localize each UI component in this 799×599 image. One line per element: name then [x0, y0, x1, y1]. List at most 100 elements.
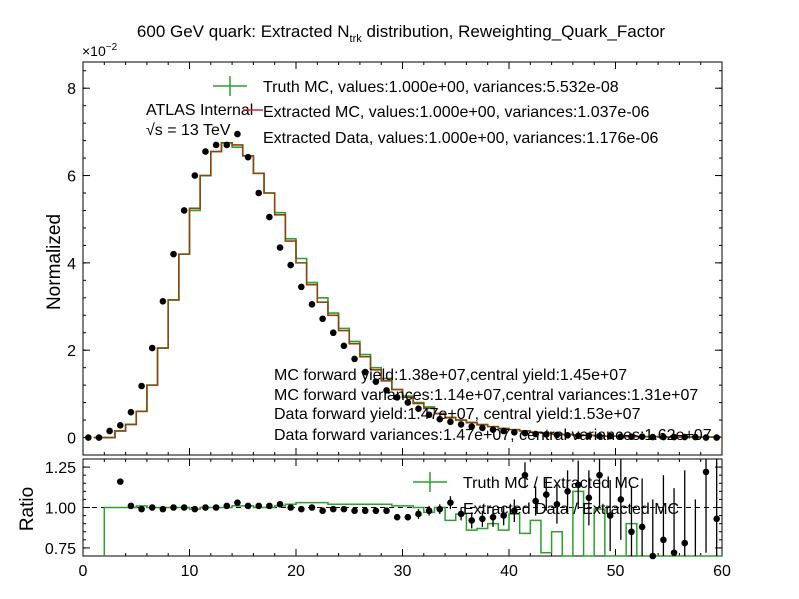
ratio-y-axis-label: Ratio: [17, 487, 38, 531]
yield-annotations: MC forward yield:1.38e+07,central yield:…: [274, 367, 712, 444]
data-point: [542, 431, 550, 438]
data-point: [638, 433, 646, 440]
main-x-axis-ticks: [82, 62, 723, 455]
ratio-data-point: [116, 478, 124, 485]
ratio-data-point: [404, 513, 412, 521]
ratio-data-point: [383, 507, 390, 515]
exponent-power: −2: [106, 42, 118, 53]
ratio-data-point: [340, 505, 348, 513]
ratio-data-point: [660, 536, 667, 544]
main-y-axis-label: Normalized: [44, 214, 65, 310]
ratio-data-point: [287, 504, 294, 511]
annotation-mc-variances: MC forward variances:1.14e+07,central va…: [274, 387, 698, 404]
ratio-data-point: [159, 505, 167, 513]
ratio-data-point: [521, 471, 529, 479]
ratio-data-point: [553, 500, 561, 508]
data-point: [340, 342, 348, 350]
ratio-data-point: [681, 539, 689, 547]
data-point: [617, 433, 625, 440]
data-point: [180, 207, 188, 214]
data-point: [585, 432, 593, 440]
main-legend: Truth MC, values:1.000e+00, variances:5.…: [213, 76, 658, 147]
data-point: [361, 368, 369, 376]
ratio-data-point: [447, 499, 454, 506]
ratio-series-group: [103, 490, 722, 557]
data-point: [628, 433, 635, 440]
data-point: [532, 430, 539, 438]
data-point: [159, 297, 167, 305]
data-point: [404, 399, 412, 406]
ratio-data-point: [127, 502, 135, 510]
ratio-x-tick-label: 0: [79, 563, 88, 580]
ratio-x-tick-label: 40: [500, 563, 518, 580]
data-point: [553, 431, 561, 439]
data-point: [468, 423, 476, 430]
main-plot-panel: 0 2 4 6 8: [67, 61, 723, 456]
ratio-data-point: [479, 515, 486, 523]
main-y-axis: 0 2 4 6 8: [67, 70, 722, 456]
ratio-data-point: [361, 507, 369, 515]
ratio-y-tick-label: 1.00: [45, 501, 76, 518]
ratio-plot-panel: 0.75 1.00 1.25 0 10 20 30 40 50 60: [45, 458, 731, 580]
data-point: [415, 405, 422, 413]
ratio-data-point: [180, 504, 188, 511]
data-point: [212, 141, 220, 149]
data-point: [148, 344, 156, 352]
data-point: [511, 428, 518, 436]
ratio-data-point: [372, 507, 380, 515]
ratio-data-points: [116, 459, 720, 560]
ratio-data-point: [500, 512, 507, 519]
data-point: [447, 418, 454, 426]
ratio-data-point: [298, 505, 305, 513]
ratio-data-point: [148, 504, 156, 511]
energy-label: √s = 13 TeV: [146, 122, 231, 139]
ratio-x-tick-label: 60: [713, 563, 731, 580]
main-series-group: [93, 141, 722, 439]
data-point: [266, 213, 273, 221]
data-point: [127, 408, 135, 416]
ratio-y-tick-label: 0.75: [45, 541, 76, 558]
series-line-extracted-mc: [93, 141, 722, 439]
legend-label-extracted-mc: Extracted MC, values:1.000e+00, variance…: [263, 104, 650, 121]
data-point: [255, 189, 263, 197]
data-point: [436, 415, 444, 423]
data-point: [85, 434, 92, 441]
ratio-y-tick-label: 1.25: [45, 460, 76, 477]
data-point: [244, 153, 252, 161]
data-point: [202, 148, 209, 155]
annotation-mc-yield: MC forward yield:1.38e+07,central yield:…: [274, 367, 627, 384]
ratio-data-point: [702, 468, 710, 476]
ratio-data-point: [170, 504, 177, 511]
ratio-data-point: [606, 512, 614, 519]
ratio-data-point: [415, 510, 422, 518]
ratio-legend-label-data: Extracted Data / Extracted MC: [463, 501, 679, 518]
ratio-data-point: [138, 505, 145, 513]
main-data-points: [85, 130, 720, 441]
ratio-data-point: [255, 502, 263, 510]
ratio-data-point: [638, 523, 646, 531]
data-point: [660, 433, 667, 441]
ratio-data-point: [628, 528, 635, 536]
data-point: [574, 432, 582, 440]
ratio-data-point: [202, 504, 209, 511]
data-point: [116, 422, 124, 429]
chart-title-rest: distribution, Reweighting_Quark_Factor: [362, 22, 666, 41]
ratio-data-point: [212, 504, 220, 511]
data-point: [298, 283, 305, 291]
data-point: [713, 434, 720, 441]
ratio-data-point: [670, 549, 678, 557]
data-point: [649, 433, 657, 441]
ratio-x-tick-label: 30: [394, 563, 412, 580]
ratio-data-point: [596, 471, 603, 479]
ratio-data-point: [617, 496, 625, 503]
data-point: [95, 434, 103, 441]
data-point: [138, 382, 145, 390]
chart-title: 600 GeV quark: Extracted Ntrk distributi…: [137, 22, 666, 45]
ratio-data-point: [319, 507, 326, 515]
data-point: [319, 315, 326, 323]
ratio-data-point: [393, 513, 401, 521]
ratio-data-point: [191, 505, 199, 513]
data-point: [681, 433, 689, 441]
data-point: [521, 429, 529, 437]
main-y-tick-label: 6: [67, 169, 76, 186]
